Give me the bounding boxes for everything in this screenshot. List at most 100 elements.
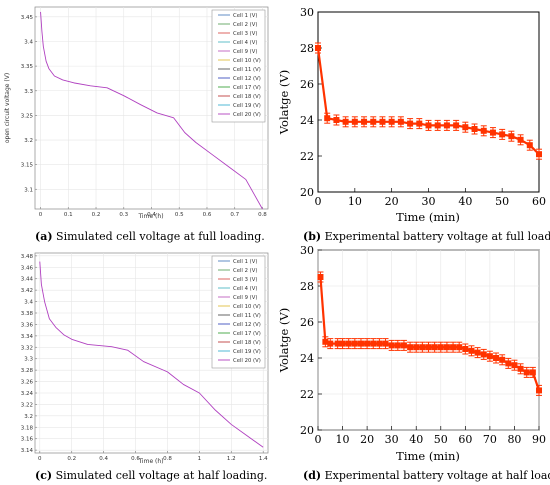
panel-d-data-point xyxy=(407,344,414,351)
panel-c-xtick-label: 1 xyxy=(198,456,202,462)
panel-c-xtick-label: 0.2 xyxy=(67,456,76,462)
panel-d-data-point xyxy=(394,342,401,349)
panel-c-legend-label: Cell 9 (V) xyxy=(233,295,257,301)
panel-b-xtick-label: 50 xyxy=(495,195,509,208)
panel-b-data-point xyxy=(508,133,515,140)
panel-c-legend-label: Cell 4 (V) xyxy=(233,286,257,292)
panel-a-legend-label: Cell 12 (V) xyxy=(233,76,261,82)
panel-b-data-point xyxy=(453,122,460,129)
panel-a-xtick-label: 0.1 xyxy=(64,212,73,218)
panel-c-ytick-label: 3.36 xyxy=(21,322,34,328)
panel-c-legend-label: Cell 18 (V) xyxy=(233,340,261,346)
panel-b-ytick-label: 20 xyxy=(300,186,314,199)
panel-c-ytick-label: 3.32 xyxy=(21,345,33,351)
panel-b-data-point xyxy=(333,117,340,123)
panel-a-caption-text: Simulated cell voltage at full loading. xyxy=(53,230,265,243)
panel-a-xtick-label: 0.8 xyxy=(258,212,267,218)
panel-b-data-point xyxy=(434,122,441,129)
panel-d-caption: (d) Experimental battery voltage at half… xyxy=(303,469,550,482)
panel-d-xtick-label: 20 xyxy=(360,433,374,446)
panel-b-plot-frame xyxy=(317,11,540,193)
panel-c-caption-text: Simulated cell voltage at half loading. xyxy=(52,469,267,482)
panel-a-xtick-label: 0.4 xyxy=(147,212,156,218)
panel-b-ytick-label: 30 xyxy=(300,6,314,19)
panel-a-legend-label: Cell 1 (V) xyxy=(233,13,257,19)
panel-b-data-point xyxy=(324,115,331,122)
panel-d-data-point xyxy=(339,340,346,347)
panel-d-data-point xyxy=(317,274,324,280)
panel-c-ytick-label: 3.46 xyxy=(21,265,34,271)
panel-d-ylabel: Volatge (V) xyxy=(277,308,291,373)
panel-c-legend-label: Cell 11 (V) xyxy=(233,313,261,319)
panel-c-ytick-label: 3.16 xyxy=(21,437,34,443)
panel-a-legend-label: Cell 10 (V) xyxy=(233,58,261,64)
panel-a-xtick-label: 0 xyxy=(39,212,43,218)
panel-b-data-point xyxy=(471,126,478,132)
panel-d-data-point xyxy=(499,356,506,363)
panel-d-data-point xyxy=(400,342,407,349)
panel-b-series xyxy=(315,42,542,160)
panel-a-legend-label: Cell 11 (V) xyxy=(233,67,261,73)
panel-d-ytick-label: 20 xyxy=(300,424,314,437)
panel-a-legend-label: Cell 2 (V) xyxy=(233,22,257,28)
panel-c-ytick-label: 3.28 xyxy=(21,368,34,374)
panel-b-xtick-label: 30 xyxy=(422,195,436,208)
panel-b-ytick-label: 22 xyxy=(300,150,314,163)
panel-b-ytick-label: 28 xyxy=(300,42,314,55)
panel-b-data-point xyxy=(462,124,469,131)
panel-a-legend-label: Cell 3 (V) xyxy=(233,31,257,37)
panel-c-ytick-label: 3.34 xyxy=(21,334,34,340)
panel-d-data-point xyxy=(536,387,542,394)
panel-a-legend-label: Cell 20 (V) xyxy=(233,112,261,118)
panel-b-ytick-label: 24 xyxy=(300,114,314,127)
panel-d-data-point xyxy=(437,344,444,351)
panel-b-data-point xyxy=(536,151,542,158)
panel-c-legend-box xyxy=(211,255,266,369)
panel-d-caption-prefix: (d) xyxy=(303,469,321,482)
panel-a-ytick-label: 3.1 xyxy=(24,187,33,193)
panel-c-caption: (c) Simulated cell voltage at half loadi… xyxy=(35,469,267,482)
panel-d-ytick-label: 22 xyxy=(300,388,314,401)
panel-d-data-point xyxy=(322,338,329,345)
panel-b-data-point xyxy=(517,136,524,143)
panel-c-legend-label: Cell 10 (V) xyxy=(233,304,261,310)
panel-b-data-point xyxy=(425,122,432,129)
panel-d-xtick-label: 10 xyxy=(336,433,350,446)
panel-d-xtick-label: 80 xyxy=(507,433,521,446)
panel-b-data-point xyxy=(361,118,368,125)
panel-b-xtick-label: 10 xyxy=(348,195,362,208)
panel-a-legend-label: Cell 4 (V) xyxy=(233,40,257,46)
panel-c-legend-label: Cell 19 (V) xyxy=(233,349,261,355)
panel-c-legend-label: Cell 20 (V) xyxy=(233,358,261,364)
panel-b-xtick-label: 60 xyxy=(532,195,546,208)
panel-a-legend: Cell 1 (V) Cell 2 (V) Cell 3 (V) Cell 4 (V)… xyxy=(211,9,266,123)
panel-d-data-point xyxy=(327,340,334,347)
panel-b-data-point xyxy=(351,118,358,125)
panel-c-ytick-label: 3.2 xyxy=(24,414,33,420)
panel-b-ticks: 0 10 20 30 40 50 60 20 22 24 26 28 30 xyxy=(300,6,546,208)
panel-d-ytick-label: 30 xyxy=(300,244,314,257)
panel-d-series xyxy=(317,271,542,396)
panel-d-data-point xyxy=(517,365,524,372)
panel-c-caption-prefix: (c) xyxy=(35,469,52,482)
panel-c-xtick-label: 0.6 xyxy=(131,456,140,462)
panel-a-ytick-label: 3.4 xyxy=(24,39,33,45)
panel-b-data-point xyxy=(342,118,349,125)
panel-a-xtick-label: 0.2 xyxy=(92,212,101,218)
panel-c-series-line xyxy=(39,261,264,448)
panel-d-grid xyxy=(317,249,540,431)
panel-b-caption: (b) Experimental battery voltage at full… xyxy=(303,230,550,243)
panel-a-xtick-label: 0.5 xyxy=(175,212,184,218)
panel-c-ytick-label: 3.24 xyxy=(21,391,34,397)
panel-d-data-point xyxy=(523,369,530,376)
panel-d-data-point xyxy=(382,340,389,347)
panel-d-data-point xyxy=(443,344,450,351)
panel-d-data-point xyxy=(357,340,364,347)
panel-d-ytick-label: 28 xyxy=(300,280,314,293)
panel-d-xtick-label: 0 xyxy=(315,433,322,446)
panel-d-data-point xyxy=(431,344,438,351)
panel-d-data-point xyxy=(334,340,341,347)
panel-b-ytick-label: 26 xyxy=(300,78,314,91)
panel-c-ytick-label: 3.26 xyxy=(21,380,34,386)
panel-d-data-point xyxy=(351,340,358,347)
